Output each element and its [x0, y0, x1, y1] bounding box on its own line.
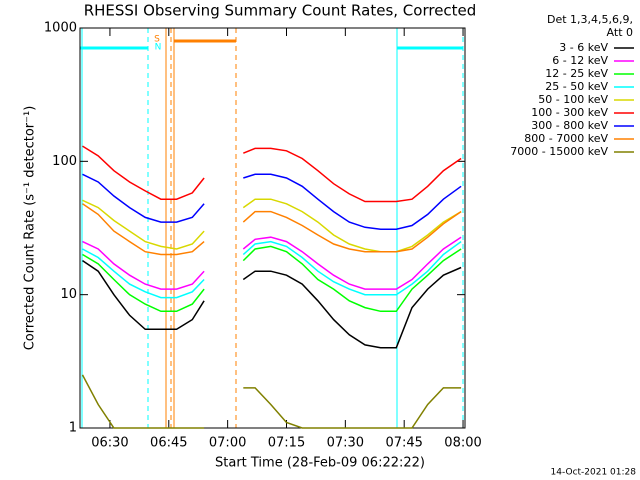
legend-label: 25 - 50 keV	[545, 80, 608, 93]
series-line	[82, 173, 462, 230]
flags	[80, 28, 464, 428]
x-tick-label: 06:45	[150, 436, 187, 451]
series-line	[82, 245, 462, 313]
y-tick-label: 1000	[44, 21, 77, 36]
x-axis-label: Start Time (28-Feb-09 06:22:22)	[215, 456, 425, 471]
series-line	[82, 203, 462, 256]
legend-label: 3 - 6 keV	[559, 41, 608, 54]
legend-label: 50 - 100 keV	[538, 93, 608, 106]
x-tick-label: 07:30	[327, 436, 364, 451]
annotation: N	[155, 43, 162, 53]
legend-header: Att 0	[607, 26, 633, 39]
y-axis-label: Corrected Count Rate (s⁻¹ detector⁻¹)	[23, 106, 38, 351]
plot-frame	[79, 27, 466, 429]
chart-title: RHESSI Observing Summary Count Rates, Co…	[84, 2, 477, 20]
y-tick-label: 100	[52, 154, 77, 169]
x-tick-label: 07:00	[209, 436, 246, 451]
x-tick-label: 08:00	[444, 436, 481, 451]
series-line	[82, 145, 462, 203]
legend-label: 300 - 800 keV	[531, 119, 608, 132]
legend-label: 12 - 25 keV	[545, 67, 608, 80]
legend-label: 7000 - 15000 keV	[510, 145, 608, 158]
y-tick-label: 10	[60, 287, 77, 302]
footer: 14-Oct-2021 01:28	[551, 468, 637, 478]
legend-label: 6 - 12 keV	[552, 54, 608, 67]
x-tick-label: 06:30	[91, 436, 128, 451]
series-line	[82, 198, 462, 253]
legend-label: 800 - 7000 keV	[524, 132, 608, 145]
legend-label: 100 - 300 keV	[531, 106, 608, 119]
series-line	[82, 240, 462, 299]
x-tick-label: 07:15	[268, 436, 305, 451]
x-tick-label: 07:45	[385, 436, 422, 451]
legend-header: Det 1,3,4,5,6,9,	[547, 13, 633, 26]
series-line	[82, 236, 462, 290]
y-tick-label: 1	[69, 421, 77, 436]
series-line	[81, 374, 462, 429]
series-line	[82, 259, 462, 349]
annotation: S	[154, 35, 160, 45]
